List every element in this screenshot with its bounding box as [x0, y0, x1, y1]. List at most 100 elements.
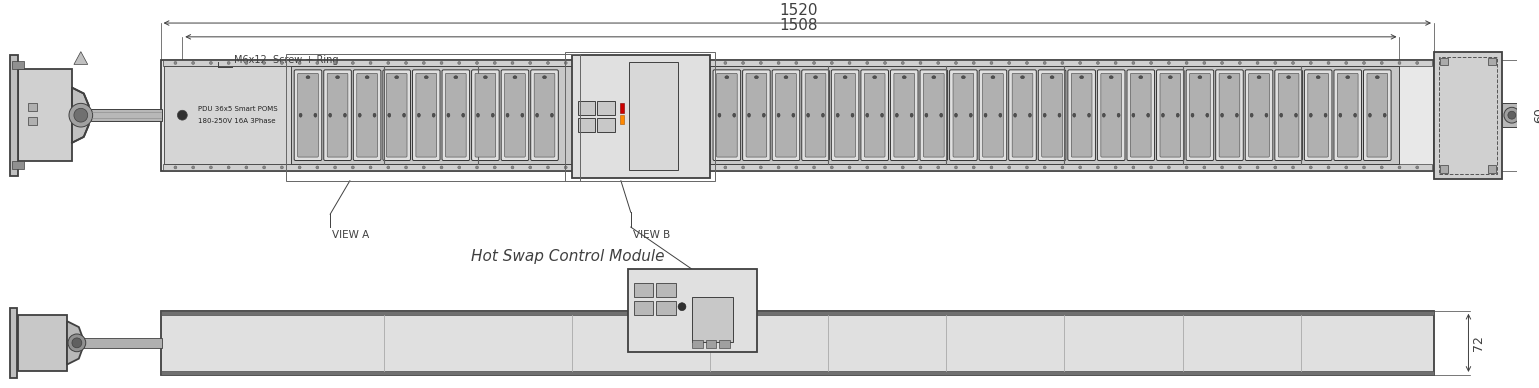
FancyBboxPatch shape: [950, 70, 977, 161]
Ellipse shape: [520, 113, 523, 117]
Ellipse shape: [432, 113, 436, 117]
Ellipse shape: [336, 76, 340, 79]
Ellipse shape: [999, 113, 1002, 117]
FancyBboxPatch shape: [323, 70, 351, 161]
Ellipse shape: [970, 113, 973, 117]
Ellipse shape: [1131, 113, 1134, 117]
Circle shape: [723, 166, 726, 169]
Ellipse shape: [866, 113, 868, 117]
Circle shape: [192, 61, 194, 64]
FancyBboxPatch shape: [1274, 70, 1302, 161]
Bar: [12, 61, 23, 69]
Circle shape: [228, 166, 231, 169]
Circle shape: [866, 61, 868, 64]
FancyBboxPatch shape: [894, 73, 914, 157]
Circle shape: [706, 61, 709, 64]
Text: 180-250V 16A 3Phase: 180-250V 16A 3Phase: [199, 118, 275, 124]
Circle shape: [1079, 61, 1082, 64]
Ellipse shape: [733, 113, 736, 117]
Circle shape: [351, 61, 354, 64]
Circle shape: [422, 166, 425, 169]
Circle shape: [1416, 166, 1419, 169]
Circle shape: [405, 61, 408, 64]
Circle shape: [902, 166, 905, 169]
Ellipse shape: [1310, 113, 1313, 117]
Circle shape: [1043, 61, 1047, 64]
Circle shape: [954, 166, 957, 169]
FancyBboxPatch shape: [1367, 73, 1388, 157]
Circle shape: [299, 166, 302, 169]
Circle shape: [351, 166, 354, 169]
FancyBboxPatch shape: [982, 73, 1003, 157]
FancyBboxPatch shape: [953, 73, 974, 157]
Circle shape: [1397, 61, 1400, 64]
Circle shape: [476, 166, 479, 169]
Circle shape: [72, 338, 82, 348]
FancyBboxPatch shape: [1190, 73, 1210, 157]
Circle shape: [1239, 61, 1242, 64]
Circle shape: [1362, 61, 1365, 64]
Circle shape: [653, 61, 656, 64]
Ellipse shape: [446, 113, 449, 117]
FancyBboxPatch shape: [1337, 73, 1357, 157]
Circle shape: [174, 61, 177, 64]
Ellipse shape: [1354, 113, 1356, 117]
Bar: [709, 66, 1399, 164]
Ellipse shape: [1287, 76, 1291, 79]
Ellipse shape: [1139, 76, 1143, 79]
Ellipse shape: [762, 113, 765, 117]
Ellipse shape: [1176, 113, 1179, 117]
FancyBboxPatch shape: [476, 73, 496, 157]
Circle shape: [617, 61, 620, 64]
Polygon shape: [72, 88, 89, 143]
Circle shape: [263, 61, 266, 64]
Circle shape: [1256, 166, 1259, 169]
FancyBboxPatch shape: [743, 70, 770, 161]
Bar: [12, 161, 23, 169]
Polygon shape: [74, 52, 88, 64]
Circle shape: [1416, 61, 1419, 64]
Bar: [571, 55, 709, 178]
Circle shape: [334, 61, 337, 64]
Bar: [1441, 57, 1448, 66]
Ellipse shape: [1265, 113, 1268, 117]
FancyBboxPatch shape: [1279, 73, 1299, 157]
Circle shape: [69, 103, 92, 127]
Ellipse shape: [425, 76, 428, 79]
Ellipse shape: [793, 113, 794, 117]
FancyBboxPatch shape: [1216, 70, 1244, 161]
Bar: [163, 164, 1431, 170]
FancyBboxPatch shape: [328, 73, 348, 157]
Circle shape: [386, 166, 389, 169]
FancyBboxPatch shape: [412, 70, 440, 161]
Ellipse shape: [902, 76, 906, 79]
Circle shape: [600, 61, 603, 64]
Circle shape: [228, 61, 231, 64]
Circle shape: [1310, 166, 1313, 169]
Circle shape: [1131, 166, 1134, 169]
Circle shape: [636, 166, 639, 169]
Ellipse shape: [822, 113, 825, 117]
Circle shape: [565, 61, 568, 64]
Circle shape: [315, 166, 319, 169]
FancyBboxPatch shape: [891, 70, 919, 161]
Ellipse shape: [1280, 113, 1282, 117]
Circle shape: [883, 166, 886, 169]
Ellipse shape: [365, 76, 369, 79]
Bar: [1434, 52, 1502, 179]
Circle shape: [1025, 166, 1028, 169]
Circle shape: [937, 166, 940, 169]
Ellipse shape: [873, 76, 877, 79]
Bar: [1439, 57, 1497, 174]
Ellipse shape: [983, 113, 986, 117]
Bar: [28, 117, 37, 125]
Ellipse shape: [962, 76, 965, 79]
FancyBboxPatch shape: [773, 70, 800, 161]
Circle shape: [1114, 166, 1117, 169]
Ellipse shape: [748, 113, 751, 117]
FancyBboxPatch shape: [416, 73, 437, 157]
Ellipse shape: [1236, 113, 1239, 117]
Circle shape: [813, 61, 816, 64]
Ellipse shape: [843, 76, 846, 79]
Text: 60: 60: [1533, 107, 1539, 123]
